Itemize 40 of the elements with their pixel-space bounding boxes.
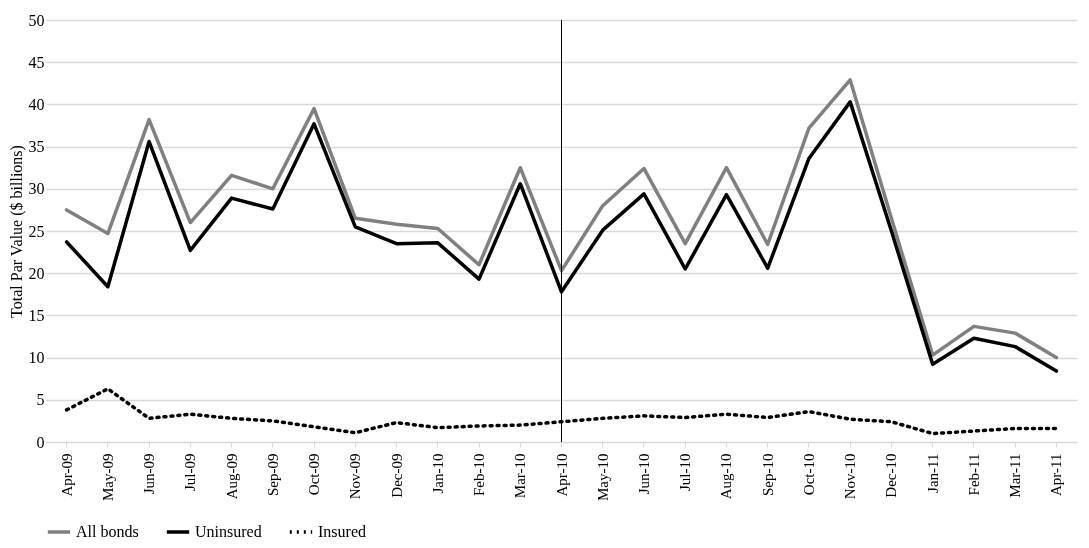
y-tick-label: 15	[28, 306, 45, 324]
x-tick-label: Sep-09	[264, 453, 281, 496]
x-tick-label: Dec-10	[883, 453, 900, 498]
x-tick-label: Jun-10	[635, 453, 652, 495]
x-tick-label: Sep-10	[759, 453, 776, 496]
y-tick-label: 50	[28, 11, 45, 29]
legend-label: Insured	[318, 523, 366, 540]
x-tick-label: Jan-10	[429, 453, 446, 494]
x-tick-label: Feb-11	[965, 453, 982, 496]
y-tick-label: 0	[36, 433, 45, 451]
x-tick-label: Feb-10	[471, 453, 488, 496]
x-tick-label: Mar-11	[1007, 453, 1024, 498]
y-tick-label: 35	[28, 138, 45, 156]
x-tick-label: Oct-09	[306, 453, 323, 496]
y-tick-label: 40	[28, 95, 45, 113]
y-tick-label: 20	[28, 264, 45, 282]
y-tick-label: 25	[28, 222, 45, 240]
x-tick-label: Nov-10	[842, 453, 859, 500]
x-tick-label: Oct-10	[800, 453, 817, 496]
x-tick-label: Apr-09	[58, 453, 75, 497]
x-tick-label: Nov-09	[347, 453, 364, 500]
legend-label: Uninsured	[195, 523, 262, 540]
x-tick-label: Jan-11	[924, 453, 941, 493]
x-tick-label: May-10	[594, 453, 611, 501]
x-tick-label: Apr-11	[1048, 453, 1065, 496]
x-tick-label: Jul-09	[182, 453, 199, 491]
x-tick-label: Jul-10	[677, 453, 694, 491]
x-tick-label: Jun-09	[141, 453, 158, 495]
x-tick-label: Mar-10	[512, 453, 529, 499]
x-tick-label: May-09	[99, 453, 116, 501]
y-tick-label: 10	[28, 349, 45, 367]
x-tick-label: Aug-10	[718, 453, 735, 500]
x-tick-label: Apr-10	[553, 453, 570, 497]
y-tick-label: 30	[28, 180, 45, 198]
y-tick-label: 5	[36, 391, 45, 409]
y-axis-title: Total Par Value ($ billions)	[7, 145, 26, 318]
x-tick-label: Aug-09	[223, 453, 240, 500]
legend-label: All bonds	[76, 523, 139, 540]
y-tick-label: 45	[28, 53, 45, 71]
x-tick-label: Dec-09	[388, 453, 405, 498]
